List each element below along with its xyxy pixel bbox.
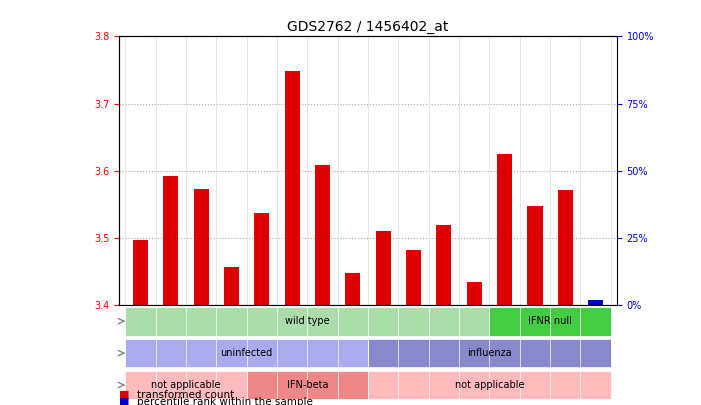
- Bar: [254, 213, 269, 305]
- Bar: [132, 240, 148, 305]
- Bar: [588, 300, 604, 305]
- FancyBboxPatch shape: [368, 371, 611, 399]
- Text: not applicable: not applicable: [151, 380, 221, 390]
- Text: percentile rank within the sample: percentile rank within the sample: [137, 397, 313, 405]
- Text: IFN-beta: IFN-beta: [287, 380, 328, 390]
- FancyBboxPatch shape: [125, 307, 489, 335]
- FancyBboxPatch shape: [368, 339, 611, 367]
- Bar: [436, 225, 451, 305]
- Text: ■: ■: [119, 390, 130, 400]
- Bar: [588, 303, 604, 305]
- Bar: [224, 267, 239, 305]
- FancyBboxPatch shape: [125, 339, 368, 367]
- Text: not applicable: not applicable: [455, 380, 524, 390]
- Bar: [558, 190, 573, 305]
- Bar: [315, 166, 330, 305]
- Bar: [527, 206, 543, 305]
- Title: GDS2762 / 1456402_at: GDS2762 / 1456402_at: [287, 20, 449, 34]
- FancyBboxPatch shape: [489, 307, 611, 335]
- Bar: [497, 154, 512, 305]
- FancyBboxPatch shape: [125, 371, 247, 399]
- Text: ■: ■: [119, 397, 130, 405]
- Bar: [406, 250, 421, 305]
- Bar: [467, 282, 482, 305]
- Text: influenza: influenza: [467, 348, 512, 358]
- Text: IFNR null: IFNR null: [528, 316, 572, 326]
- FancyBboxPatch shape: [247, 371, 368, 399]
- Bar: [193, 189, 209, 305]
- Text: wild type: wild type: [285, 316, 329, 326]
- Bar: [346, 273, 360, 305]
- Text: transformed count: transformed count: [137, 390, 234, 400]
- Bar: [285, 71, 300, 305]
- Bar: [376, 231, 390, 305]
- Bar: [163, 175, 178, 305]
- Text: uninfected: uninfected: [221, 348, 273, 358]
